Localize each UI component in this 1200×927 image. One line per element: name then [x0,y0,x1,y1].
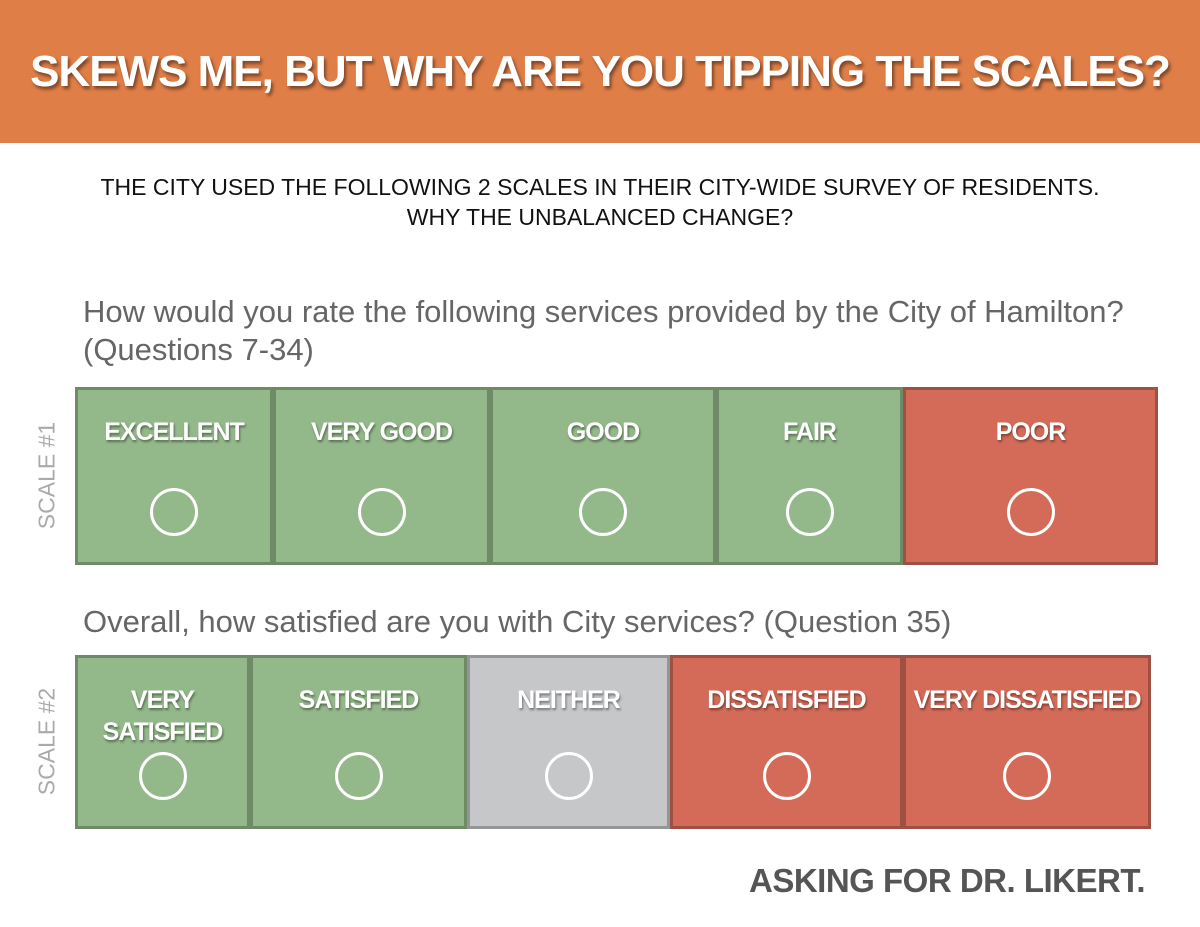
question: How would you rate the following service… [83,294,1124,367]
scale-option: DISSATISFIED [670,655,903,829]
scale-option: VERY SATISFIED [75,655,250,829]
question: Overall, how satisfied are you with City… [83,604,952,639]
option-label: VERY SATISFIED [102,686,224,746]
scale-option: VERY DISSATISFIED [903,655,1151,829]
radio-circle [544,752,593,800]
option-label: DISSATISFIED [707,686,866,714]
option-label: VERY GOOD [310,418,453,446]
option-label: SATISFIED [298,686,420,714]
option-label: VERY DISSATISFIED [913,686,1141,714]
option-label: GOOD [566,418,640,446]
scale-option: SATISFIED [250,655,467,829]
radio-circle [579,488,627,536]
scale-label: SCALE #2 [33,687,60,796]
scale-option: FAIR [716,387,903,565]
option-label: NEITHER [517,686,621,714]
option-label: FAIR [783,418,837,446]
radio-circle [138,752,187,800]
scale-option: POOR [903,387,1158,565]
scale-option: GOOD [490,387,716,565]
radio-circle [785,488,834,536]
scale-option: NEITHER [467,655,670,829]
scale-option: EXCELLENT [75,387,273,565]
option-label: EXCELLENT [104,418,245,446]
header: SKEWS ME, BUT WHY ARE YOU TIPPING THE SC… [0,0,1200,143]
title: SKEWS ME, BUT WHY ARE YOU TIPPING THE SC… [30,46,1171,96]
intro: THE CITY USED THE FOLLOWING 2 SCALES IN … [100,174,1100,230]
scale-label: SCALE #1 [33,421,60,530]
footer: ASKING FOR DR. LIKERT. [748,862,1146,899]
radio-circle [150,488,198,536]
option-label: POOR [995,418,1067,446]
radio-circle [1003,752,1051,800]
radio-circle [1006,488,1055,536]
radio-circle [762,752,811,800]
radio-circle [357,488,406,536]
radio-circle [334,752,383,800]
scale-option: VERY GOOD [273,387,490,565]
